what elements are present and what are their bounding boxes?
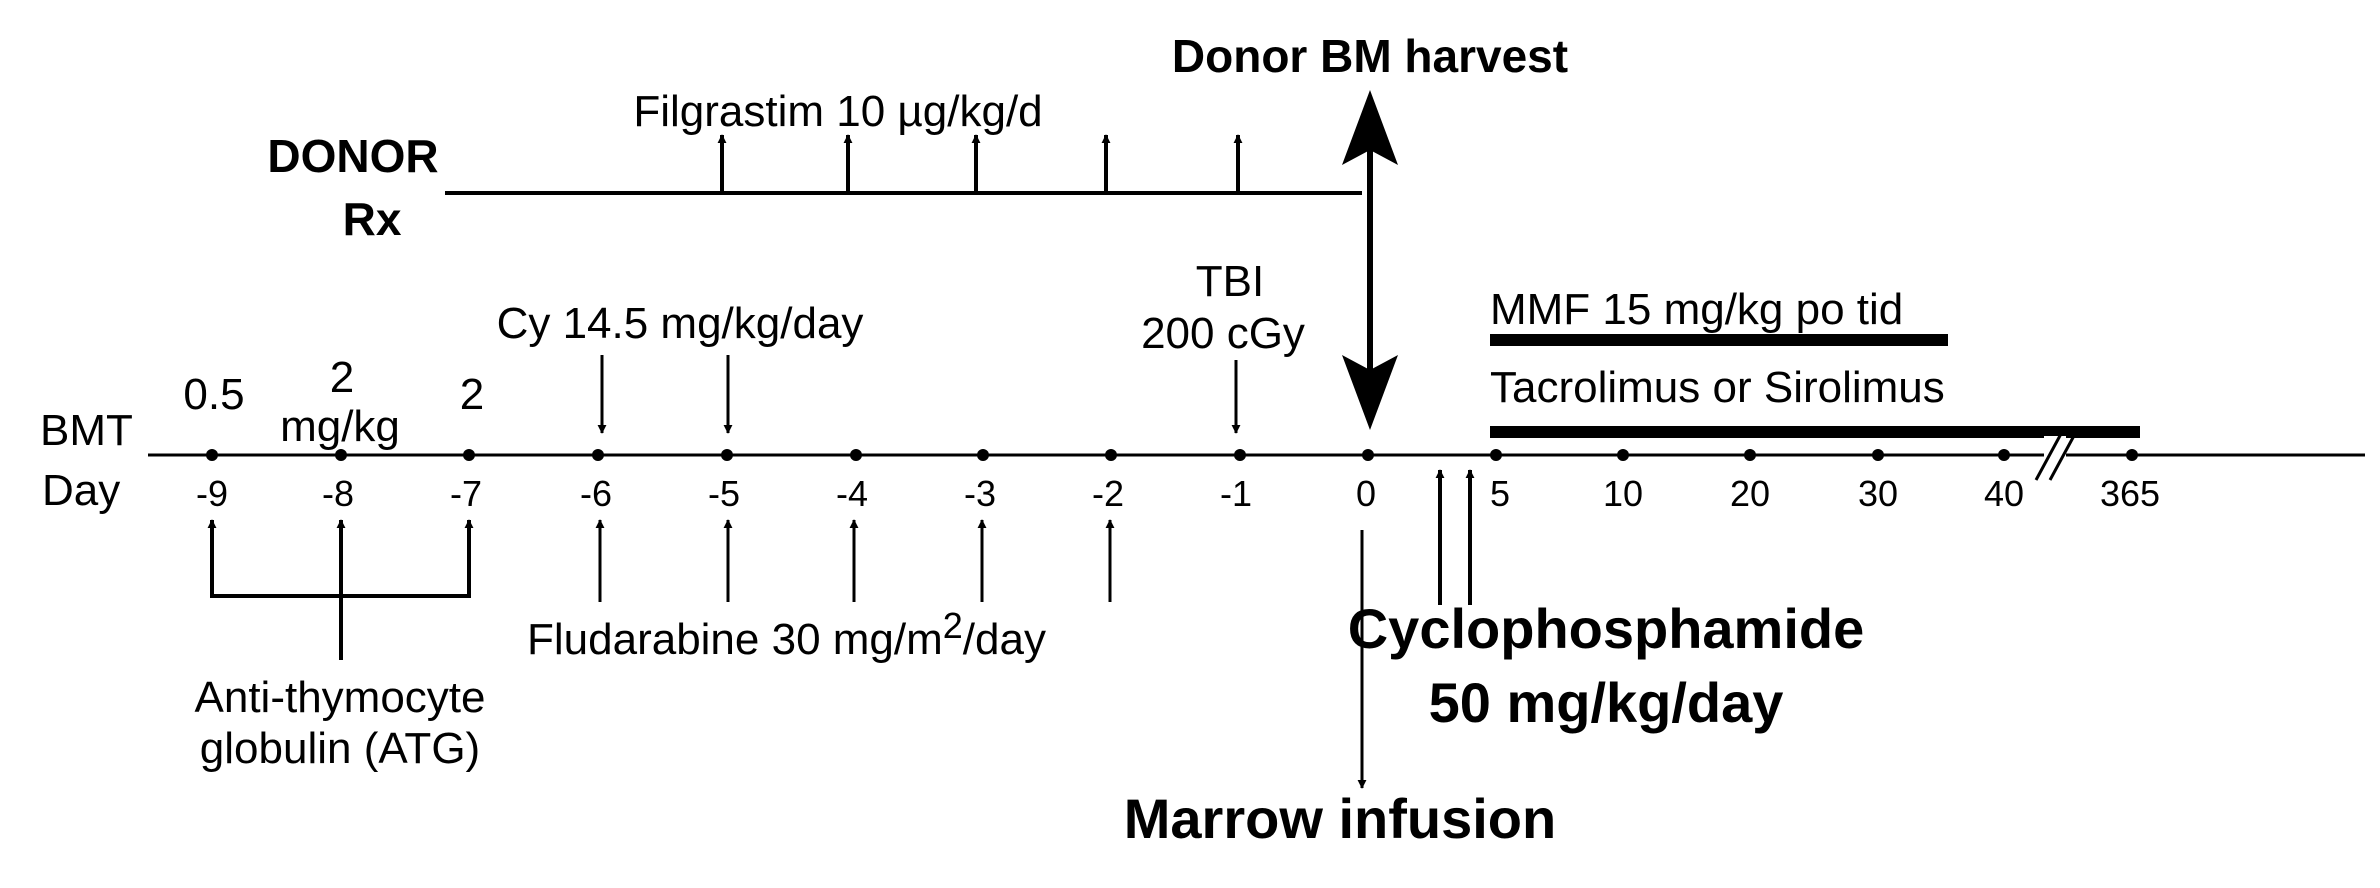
day-dot — [1872, 449, 1884, 461]
cyclophosphamide-label: Cyclophosphamide — [1348, 597, 1865, 660]
tacrolimus-label: Tacrolimus or Sirolimus — [1490, 363, 1945, 412]
day-dot — [1490, 449, 1502, 461]
atg-dose-day-minus8: 2 — [330, 353, 354, 402]
rx-label: Rx — [343, 193, 402, 245]
fludarabine-arrows — [595, 519, 1115, 602]
atg-dose-day-minus7: 2 — [460, 370, 484, 419]
day-tick-label: 10 — [1603, 473, 1643, 514]
day-dot — [1998, 449, 2010, 461]
bmt-label: BMT — [40, 406, 133, 455]
day-tick-label: -6 — [580, 473, 612, 514]
cy-dose-label: Cy 14.5 mg/kg/day — [497, 299, 864, 348]
day-tick-label: -1 — [1220, 473, 1252, 514]
day-dot — [1744, 449, 1756, 461]
day-dot — [2126, 449, 2138, 461]
day-tick-label: 5 — [1490, 473, 1510, 514]
day-dot — [206, 449, 218, 461]
day-dot — [335, 449, 347, 461]
axis-break — [2034, 431, 2078, 481]
day-label: Day — [42, 466, 120, 515]
day-dot — [592, 449, 604, 461]
day-tick-label: 40 — [1984, 473, 2024, 514]
tbi-label: TBI — [1196, 257, 1264, 306]
cyclophosphamide-dose-label: 50 mg/kg/day — [1429, 671, 1784, 734]
day-tick-label: 365 — [2100, 473, 2160, 514]
atg-dose-day-minus9: 0.5 — [183, 370, 244, 419]
atg-name-line2: globulin (ATG) — [200, 724, 480, 773]
day-tick-label: -4 — [836, 473, 868, 514]
day-dot — [850, 449, 862, 461]
day-dot — [1617, 449, 1629, 461]
day-dot — [1234, 449, 1246, 461]
day-dot — [977, 449, 989, 461]
filgrastim-arrows — [717, 134, 1243, 193]
fludarabine-sup: 2 — [943, 605, 963, 646]
filgrastim-label: Filgrastim 10 µg/kg/d — [633, 87, 1042, 136]
day-tick-label: -7 — [450, 473, 482, 514]
harvest-double-arrow — [1342, 90, 1398, 430]
fludarabine-tail: /day — [963, 615, 1046, 664]
day-tick-label: 20 — [1730, 473, 1770, 514]
day-tick-label: -9 — [196, 473, 228, 514]
tbi-dose-label: 200 cGy — [1141, 309, 1305, 358]
day-dot — [1362, 449, 1374, 461]
day-tick-label: -5 — [708, 473, 740, 514]
atg-bracket — [207, 519, 474, 660]
day-dot — [721, 449, 733, 461]
day-dot — [1105, 449, 1117, 461]
atg-dose-unit: mg/kg — [280, 402, 400, 451]
day-tick-label: 30 — [1858, 473, 1898, 514]
donor-label: DONOR — [267, 130, 438, 182]
tacrolimus-bar — [1490, 426, 2140, 438]
day-tick-labels: -9 -8 -7 -6 -5 -4 -3 -2 -1 0 5 10 20 30 … — [196, 473, 2160, 514]
marrow-infusion-label: Marrow infusion — [1124, 787, 1556, 850]
atg-name-line1: Anti-thymocyte — [195, 673, 486, 722]
mmf-label: MMF 15 mg/kg po tid — [1490, 285, 1903, 334]
day-tick-label: 0 — [1356, 473, 1376, 514]
day-tick-label: -3 — [964, 473, 996, 514]
day-tick-label: -8 — [322, 473, 354, 514]
day-dot — [463, 449, 475, 461]
fludarabine-label: Fludarabine 30 mg/m2/day — [527, 605, 1046, 664]
donor-bm-harvest-title: Donor BM harvest — [1172, 30, 1568, 82]
fludarabine-main: Fludarabine 30 mg/m — [527, 615, 943, 664]
day-tick-label: -2 — [1092, 473, 1124, 514]
day-dots — [206, 449, 2138, 461]
mmf-bar — [1490, 334, 1948, 346]
